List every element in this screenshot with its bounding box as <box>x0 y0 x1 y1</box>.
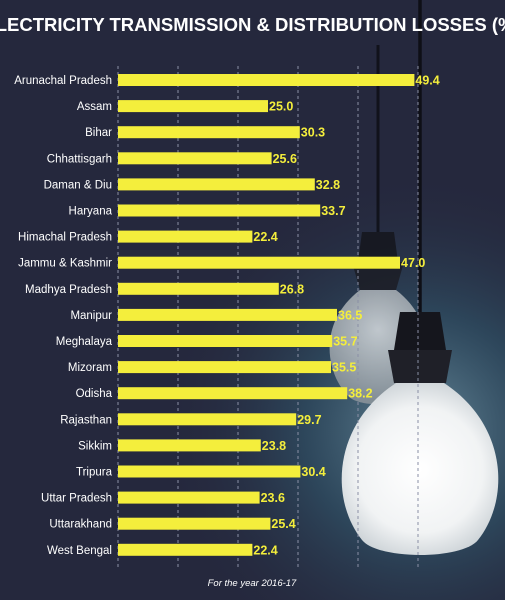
value-label: 49.4 <box>415 74 439 88</box>
category-label: Haryana <box>69 206 113 218</box>
category-label: Meghalaya <box>56 336 113 348</box>
category-label: Tripura <box>76 467 113 479</box>
bar <box>118 230 253 243</box>
bar <box>118 465 301 478</box>
bar <box>118 491 260 504</box>
bar <box>118 335 333 347</box>
bar <box>118 74 415 86</box>
category-label: Assam <box>77 101 112 113</box>
bar <box>118 308 337 321</box>
value-label: 25.4 <box>271 517 295 531</box>
bar <box>118 126 300 139</box>
value-label: 38.2 <box>348 387 372 401</box>
category-label: Odisha <box>76 388 113 400</box>
category-label: Sikkim <box>78 440 112 452</box>
value-label: 32.8 <box>316 178 340 192</box>
bar <box>118 100 268 113</box>
category-label: Jammu & Kashmir <box>18 258 112 270</box>
value-label: 23.6 <box>261 491 285 505</box>
value-label: 22.4 <box>253 543 277 557</box>
bar <box>118 543 253 556</box>
value-label: 47.0 <box>401 256 425 270</box>
bar <box>118 361 331 374</box>
value-label: 25.0 <box>269 100 293 114</box>
bar <box>118 387 348 400</box>
value-label: 29.7 <box>297 413 321 427</box>
category-label: Manipur <box>70 310 112 322</box>
value-label: 23.8 <box>262 439 286 453</box>
bar <box>118 256 400 269</box>
category-label: Himachal Pradesh <box>18 232 112 244</box>
bar <box>118 413 297 426</box>
chart-title: ELECTRICITY TRANSMISSION & DISTRIBUTION … <box>0 14 505 35</box>
category-label: Chhattisgarh <box>47 153 112 165</box>
value-label: 35.5 <box>332 361 356 375</box>
footnote: For the year 2016-17 <box>208 578 297 589</box>
value-label: 36.5 <box>338 308 362 322</box>
bar <box>118 282 279 295</box>
value-label: 33.7 <box>321 204 345 218</box>
category-label: Madhya Pradesh <box>25 284 112 296</box>
bar <box>118 439 261 452</box>
category-label: Uttar Pradesh <box>41 493 112 505</box>
category-label: Daman & Diu <box>44 179 112 191</box>
category-label: Bihar <box>85 127 112 139</box>
value-label: 26.8 <box>280 282 304 296</box>
category-label: Mizoram <box>68 362 112 374</box>
category-label: West Bengal <box>47 545 112 557</box>
bar <box>118 204 321 217</box>
bar <box>118 178 315 191</box>
category-label: Uttarakhand <box>49 519 112 531</box>
value-label: 25.6 <box>273 152 297 166</box>
value-label: 30.3 <box>301 126 325 140</box>
category-label: Arunachal Pradesh <box>14 75 112 87</box>
value-label: 22.4 <box>253 230 277 244</box>
bar <box>118 152 272 165</box>
category-label: Rajasthan <box>60 414 112 426</box>
bar <box>118 517 271 530</box>
front-bulb-icon <box>341 0 499 555</box>
value-label: 35.7 <box>333 335 357 349</box>
value-label: 30.4 <box>301 465 325 479</box>
